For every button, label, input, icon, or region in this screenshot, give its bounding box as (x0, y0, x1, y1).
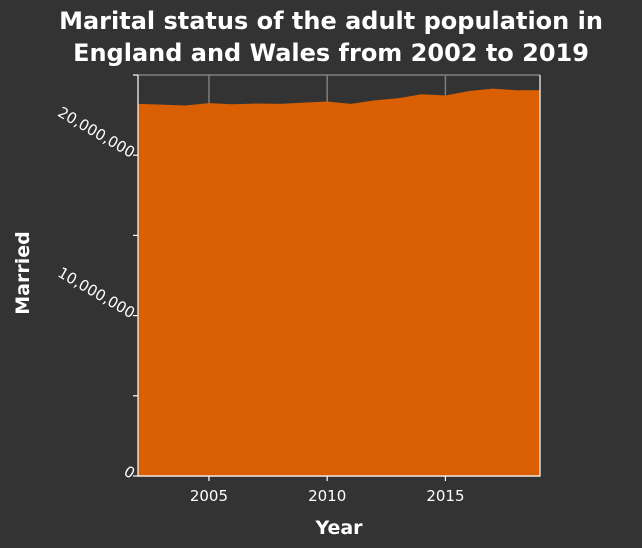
x-tick-label-0: 2005 (190, 487, 228, 505)
chart-title-line-1: Marital status of the adult population i… (59, 7, 603, 35)
y-axis-title: Married (12, 231, 34, 314)
chart-title-line-2: England and Wales from 2002 to 2019 (73, 39, 589, 67)
y-tick-label-4: 20,000,000 (55, 103, 138, 162)
plot-border (137, 75, 541, 477)
y-axis-ticks: 0 10,000,000 20,000,000 (55, 74, 138, 482)
y-tick-label-0: 0 (121, 462, 138, 482)
y-tick-label-2: 10,000,000 (55, 264, 138, 323)
x-axis-ticks: 2005 2010 2015 (190, 476, 465, 505)
x-tick-label-2: 2015 (426, 487, 464, 505)
married-area (138, 88, 540, 476)
x-tick-label-1: 2010 (308, 487, 346, 505)
x-axis-title: Year (314, 517, 363, 539)
